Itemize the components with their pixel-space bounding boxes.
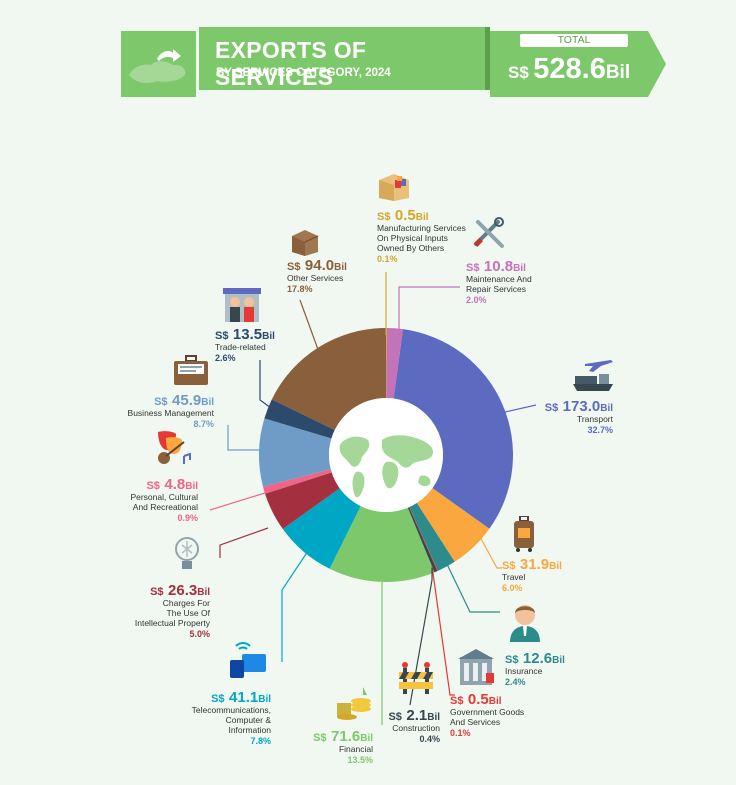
leader-line xyxy=(259,360,276,412)
world-map-icon xyxy=(339,435,434,498)
donut-slice xyxy=(407,507,438,573)
label-insurance: S$ 12.6Bil Insurance 2.4% xyxy=(505,650,585,688)
leader-line xyxy=(219,527,269,558)
lightbulb-icon xyxy=(175,537,199,569)
label-name: Construction xyxy=(392,723,440,734)
leader-line xyxy=(504,404,537,413)
leader-line xyxy=(431,565,455,696)
header-total-panel: TOTAL S$ 528.6Bil xyxy=(490,31,648,97)
label-name: Travel xyxy=(502,572,526,583)
label-name: Trade-related xyxy=(215,342,266,353)
leader-line xyxy=(227,425,262,451)
transport-icon xyxy=(573,360,613,391)
label-name: Other Services xyxy=(287,273,344,284)
total-currency: S$ xyxy=(508,63,529,82)
leader-line xyxy=(409,568,433,706)
label-transport: S$ 173.0Bil Transport 32.7% xyxy=(533,398,613,436)
donut-slice xyxy=(265,472,340,530)
donut-center xyxy=(329,398,443,512)
label-telecom: S$ 41.1Bil Telecommunications, Computer &… xyxy=(175,689,271,746)
label-name: Telecommunications, Computer & Information xyxy=(191,705,271,735)
label-business-management: S$ 45.9Bil Business Management 8.7% xyxy=(116,392,214,430)
total-number: 528.6 xyxy=(533,53,606,85)
tools-icon xyxy=(473,217,504,248)
leader-line xyxy=(444,559,500,613)
label-name: Financial xyxy=(338,744,373,755)
devices-icon xyxy=(230,642,266,678)
donut-slice xyxy=(271,328,386,431)
label-personal-cultural: S$ 4.8Bil Personal, Cultural And Recreati… xyxy=(116,476,198,524)
donut-slices xyxy=(258,328,513,583)
label-name: Personal, Cultural And Recreational xyxy=(130,492,198,513)
money-icon xyxy=(337,687,371,720)
donut-slice xyxy=(409,507,439,572)
total-arrow xyxy=(648,31,666,97)
leader-line xyxy=(209,491,269,511)
label-other-services: S$ 94.0Bil Other Services 17.8% xyxy=(287,257,367,295)
donut-slice xyxy=(263,469,332,494)
label-maintenance: S$ 10.8Bil Maintenance And Repair Service… xyxy=(466,258,566,306)
total-unit: Bil xyxy=(605,62,631,83)
theatre-masks-guitar-icon xyxy=(158,431,191,464)
shop-people-icon xyxy=(223,288,261,322)
total-value: S$ 528.6Bil xyxy=(508,53,630,86)
donut-slice xyxy=(386,328,387,399)
donut-slice xyxy=(258,418,332,487)
label-name: Maintenance And Repair Services xyxy=(466,274,532,295)
briefcase-icon xyxy=(174,355,208,385)
label-ip-charges: S$ 26.3Bil Charges For The Use Of Intellec… xyxy=(118,582,210,639)
box-icon xyxy=(379,174,409,201)
luggage-icon xyxy=(514,516,534,552)
leader-line xyxy=(299,299,321,356)
label-trade-related: S$ 13.5Bil Trade-related 2.6% xyxy=(215,326,295,364)
label-financial: S$ 71.6Bil Financial 13.5% xyxy=(303,728,373,766)
label-name: Insurance xyxy=(505,666,543,677)
label-manufacturing: S$ 0.5Bil Manufacturing Services On Physi… xyxy=(377,207,477,264)
singapore-map-icon xyxy=(129,49,186,83)
leader-line xyxy=(398,286,460,337)
label-name: Business Management xyxy=(127,408,214,419)
donut-slice xyxy=(416,488,490,562)
donut-slice xyxy=(386,328,404,399)
cardboard-box-icon xyxy=(292,230,319,256)
donut-slice xyxy=(409,502,455,571)
donut-slice xyxy=(264,399,335,439)
donut-slice xyxy=(393,329,513,529)
label-name: Government Goods And Services xyxy=(450,707,525,728)
page-subtitle: BY SERVICES CATEGORY, 2024 xyxy=(216,67,391,79)
header-title-panel: EXPORTS OF SERVICES BY SERVICES CATEGORY… xyxy=(199,27,490,90)
label-name: Transport xyxy=(576,414,613,425)
leader-line xyxy=(478,534,502,569)
leader-lines xyxy=(209,272,537,725)
page-title: EXPORTS OF SERVICES xyxy=(215,37,367,90)
label-name: Manufacturing Services On Physical Inputs… xyxy=(377,223,466,253)
person-icon xyxy=(510,605,540,642)
construction-barrier-icon xyxy=(399,662,433,694)
label-name: Charges For The Use Of Intellectual Proper… xyxy=(134,598,210,628)
total-label: TOTAL xyxy=(520,34,628,47)
government-building-icon xyxy=(458,649,494,685)
header-icon-panel xyxy=(121,31,196,97)
leader-line xyxy=(281,547,311,662)
label-construction: S$ 2.1Bil Construction 0.4% xyxy=(380,707,440,745)
label-government: S$ 0.5Bil Government Goods And Services 0… xyxy=(450,691,540,739)
label-travel: S$ 31.9Bil Travel 6.0% xyxy=(502,556,572,594)
donut-slice xyxy=(282,488,361,569)
donut-slice xyxy=(329,506,435,583)
